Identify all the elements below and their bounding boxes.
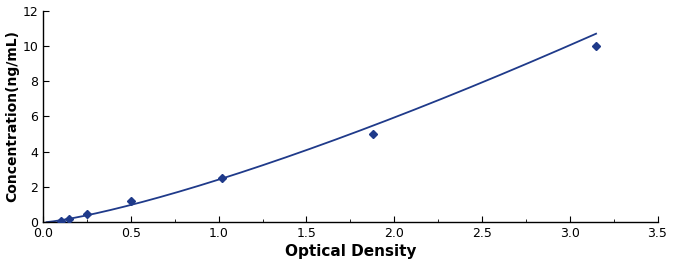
Y-axis label: Concentration(ng/mL): Concentration(ng/mL) [5,30,20,202]
X-axis label: Optical Density: Optical Density [285,244,416,259]
